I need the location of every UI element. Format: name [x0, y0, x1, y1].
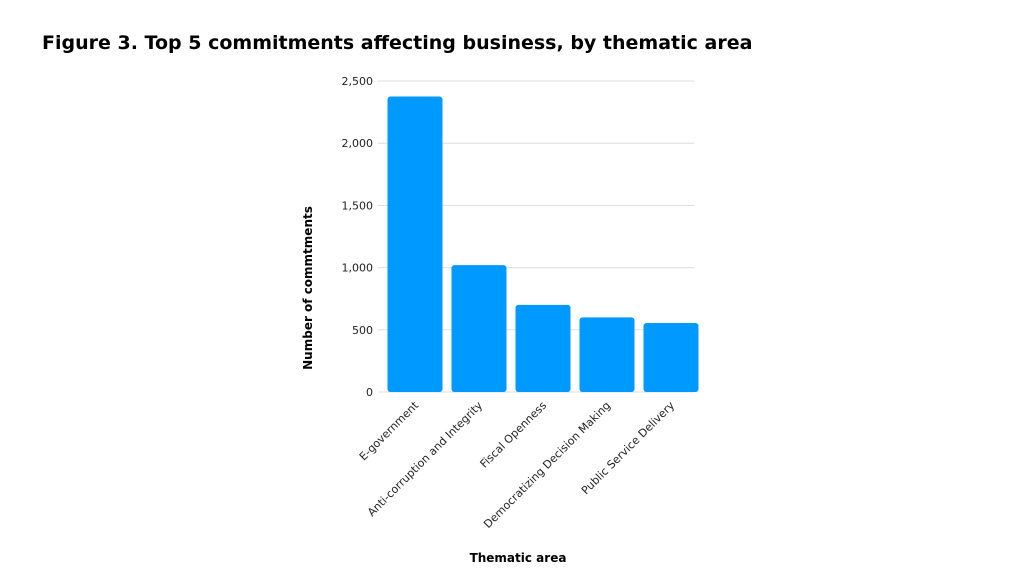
- y-tick-label: 0: [366, 386, 373, 399]
- x-tick-label: E-government: [357, 398, 422, 463]
- bar: [579, 317, 635, 392]
- bar: [643, 322, 699, 392]
- x-axis-title: Thematic area: [470, 551, 567, 565]
- y-axis-title: Number of commtments: [301, 206, 315, 370]
- bar: [387, 96, 443, 393]
- y-tick-label: 2,500: [342, 75, 374, 88]
- chart-title: Figure 3. Top 5 commitments affecting bu…: [42, 32, 752, 54]
- bar: [515, 304, 571, 392]
- x-tick-label: Anti-corruption and Integrity: [365, 399, 485, 519]
- x-tick-label: Democratizing Decision Making: [481, 399, 613, 531]
- y-tick-label: 1,000: [342, 262, 374, 275]
- x-tick-label: Fiscal Openness: [478, 399, 550, 471]
- bar: [451, 265, 507, 392]
- y-tick-label: 500: [352, 324, 373, 337]
- y-tick-label: 2,000: [342, 137, 374, 150]
- y-tick-label: 1,500: [342, 199, 374, 212]
